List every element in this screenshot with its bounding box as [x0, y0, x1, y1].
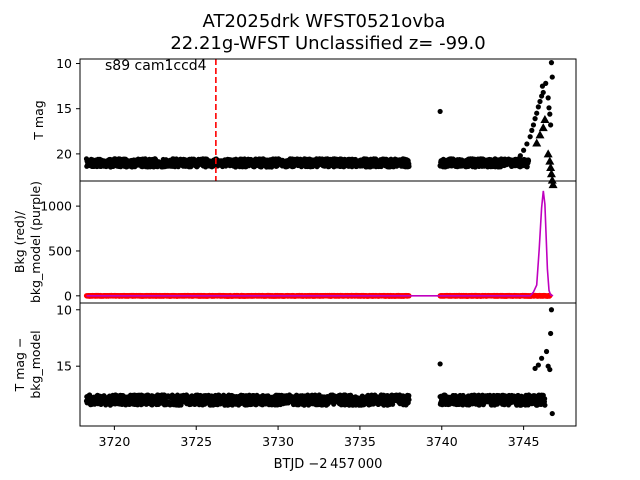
- x-axis-label: BTJD −2 457 000: [274, 457, 383, 472]
- upper-limit-marker: [540, 115, 550, 124]
- x-tick-label: 3740: [426, 434, 458, 449]
- x-tick-label: 3745: [508, 434, 540, 449]
- data-point: [543, 348, 550, 355]
- upper-limit-marker: [535, 130, 545, 139]
- y-tick-label: 10: [56, 302, 72, 317]
- data-point: [532, 365, 538, 372]
- data-point: [527, 134, 533, 140]
- data-point: [546, 105, 552, 111]
- data-point: [537, 98, 543, 105]
- data-point: [529, 127, 535, 133]
- panel-diff: 10 15 T mag − bkg_model: [12, 302, 577, 427]
- data-point: [437, 108, 443, 115]
- x-tick-label: 3720: [98, 434, 130, 449]
- panel-tmag: s89 cam1ccd4 10 15 20 T mag: [31, 56, 577, 189]
- dense-series-tmag-0: [83, 156, 412, 170]
- data-point: [535, 104, 541, 110]
- x-axis: 3720 3725 3730 3735 3740 3745: [98, 426, 540, 449]
- data-point: [530, 122, 537, 128]
- x-tick-label: 3735: [344, 434, 376, 449]
- data-point: [532, 116, 538, 122]
- data-point: [545, 95, 551, 101]
- data-point: [539, 355, 545, 361]
- panel-bkg-data: [83, 190, 554, 299]
- y-axis-label: T mag: [31, 100, 46, 140]
- upper-limit-marker: [532, 138, 542, 147]
- data-point: [525, 158, 532, 164]
- data-point: [512, 156, 519, 162]
- upper-limit-marker: [548, 180, 558, 189]
- data-point: [543, 80, 549, 86]
- y-axis-label: Bkg (red)/: [12, 210, 27, 273]
- y-axis-label: bkg_model (purple): [28, 181, 43, 303]
- x-tick-label: 3730: [262, 434, 294, 449]
- panel-bkg: 0 500 1000 Bkg (red)/bkg_model (purple): [12, 180, 577, 304]
- chart-title-line-2: 22.21g-WFST Unclassified z= -99.0: [170, 33, 485, 54]
- upper-limit-marker: [545, 156, 555, 165]
- y-tick-label: 1000: [40, 199, 72, 214]
- upper-limit-marker: [538, 123, 548, 132]
- data-point: [548, 330, 554, 337]
- data-point: [540, 89, 546, 96]
- dense-series-diff-0: [83, 392, 412, 408]
- data-point: [549, 410, 555, 417]
- data-point: [524, 164, 530, 170]
- data-point: [406, 393, 412, 399]
- data-point: [548, 307, 555, 313]
- panel-tmag-data: [83, 60, 558, 189]
- y-tick-label: 20: [56, 146, 72, 161]
- y-tick-label: 500: [48, 243, 72, 258]
- upper-limit-marker: [546, 169, 556, 178]
- data-point: [437, 361, 443, 367]
- y-tick-label: 15: [56, 101, 72, 116]
- x-tick-label: 3725: [180, 434, 212, 449]
- panel-diff-data: [83, 307, 555, 417]
- data-point: [406, 397, 412, 403]
- panel-frame: [79, 302, 577, 427]
- bkg-model-line: [86, 190, 554, 297]
- data-point: [534, 110, 540, 116]
- dense-series-diff-1: [437, 392, 548, 408]
- panel-frame: [79, 180, 577, 304]
- data-point: [517, 153, 523, 159]
- data-point: [521, 147, 527, 153]
- data-point: [547, 366, 553, 373]
- y-tick-label: 0: [64, 288, 72, 303]
- data-point: [547, 111, 553, 117]
- data-point: [542, 402, 548, 408]
- y-axis-label: T mag −: [12, 338, 27, 393]
- data-point: [548, 122, 554, 128]
- data-point: [549, 74, 555, 80]
- upper-limit-marker: [543, 149, 553, 158]
- panel-annotation: s89 cam1ccd4: [105, 58, 207, 74]
- data-point: [524, 141, 530, 147]
- y-axis-label: bkg_model: [28, 330, 43, 398]
- upper-limit-marker: [546, 162, 556, 171]
- upper-limit-marker: [547, 175, 557, 184]
- y-tick-label: 10: [56, 56, 72, 71]
- data-point: [535, 362, 541, 368]
- y-tick-label: 15: [56, 359, 72, 374]
- data-point: [406, 163, 412, 169]
- dense-series-tmag-1: [437, 156, 532, 170]
- data-point: [542, 396, 548, 402]
- chart-title-line-1: AT2025drk WFST0521ovba: [203, 11, 446, 32]
- data-point: [548, 60, 555, 66]
